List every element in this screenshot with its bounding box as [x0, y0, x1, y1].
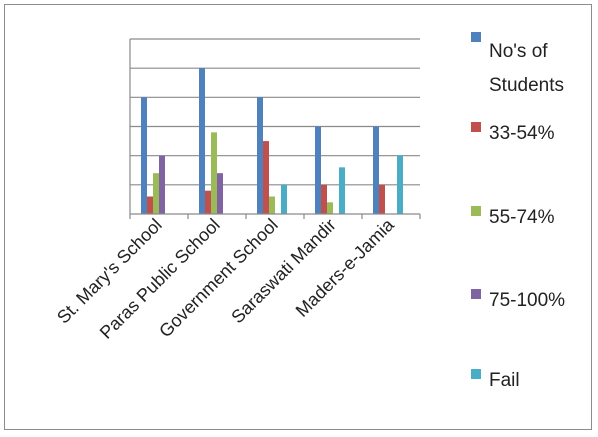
legend-item: No's of Students [471, 32, 564, 96]
bar [217, 173, 223, 214]
bar [373, 126, 379, 214]
legend-label: No's of [489, 41, 548, 62]
bar [269, 196, 275, 214]
legend-label: Fail [489, 370, 520, 391]
bar [159, 155, 165, 214]
bar [339, 167, 345, 214]
legend-item: 75-100% [471, 289, 565, 311]
legend-swatch [471, 206, 481, 216]
legend-item: 33-54% [471, 122, 555, 144]
legend-label: Students [489, 75, 564, 96]
bar [321, 184, 327, 214]
legend-item: 55-74% [471, 206, 555, 228]
chart-frame [4, 4, 592, 430]
bar [205, 190, 211, 214]
bar [257, 97, 263, 214]
bar [397, 155, 403, 214]
gridlines [130, 38, 420, 186]
bar [147, 196, 153, 214]
axis [129, 39, 421, 219]
bar [141, 97, 147, 214]
legend-label: 55-74% [489, 207, 555, 228]
bars [141, 68, 403, 215]
bar [281, 184, 287, 214]
bar [211, 132, 217, 214]
legend-swatch [471, 122, 481, 132]
legend-label: 33-54% [489, 123, 555, 144]
legend-swatch [471, 369, 481, 379]
bar [379, 184, 385, 214]
bar [153, 173, 159, 214]
legend-swatch [471, 289, 481, 299]
x-tick-label: St. Mary's School [53, 215, 166, 328]
x-tick-label: Saraswati Mandir [227, 215, 339, 327]
x-tick-label: Maders-e-Jamia [292, 214, 399, 321]
legend-label: 75-100% [489, 290, 565, 311]
legend-swatch [471, 32, 481, 42]
bar [327, 202, 333, 214]
legend: No's of Students 33-54% 55-74% 75-100% Fail [471, 32, 565, 391]
bar [199, 68, 205, 215]
bar [315, 126, 321, 214]
bar [263, 141, 269, 214]
legend-item: Fail [471, 369, 520, 391]
